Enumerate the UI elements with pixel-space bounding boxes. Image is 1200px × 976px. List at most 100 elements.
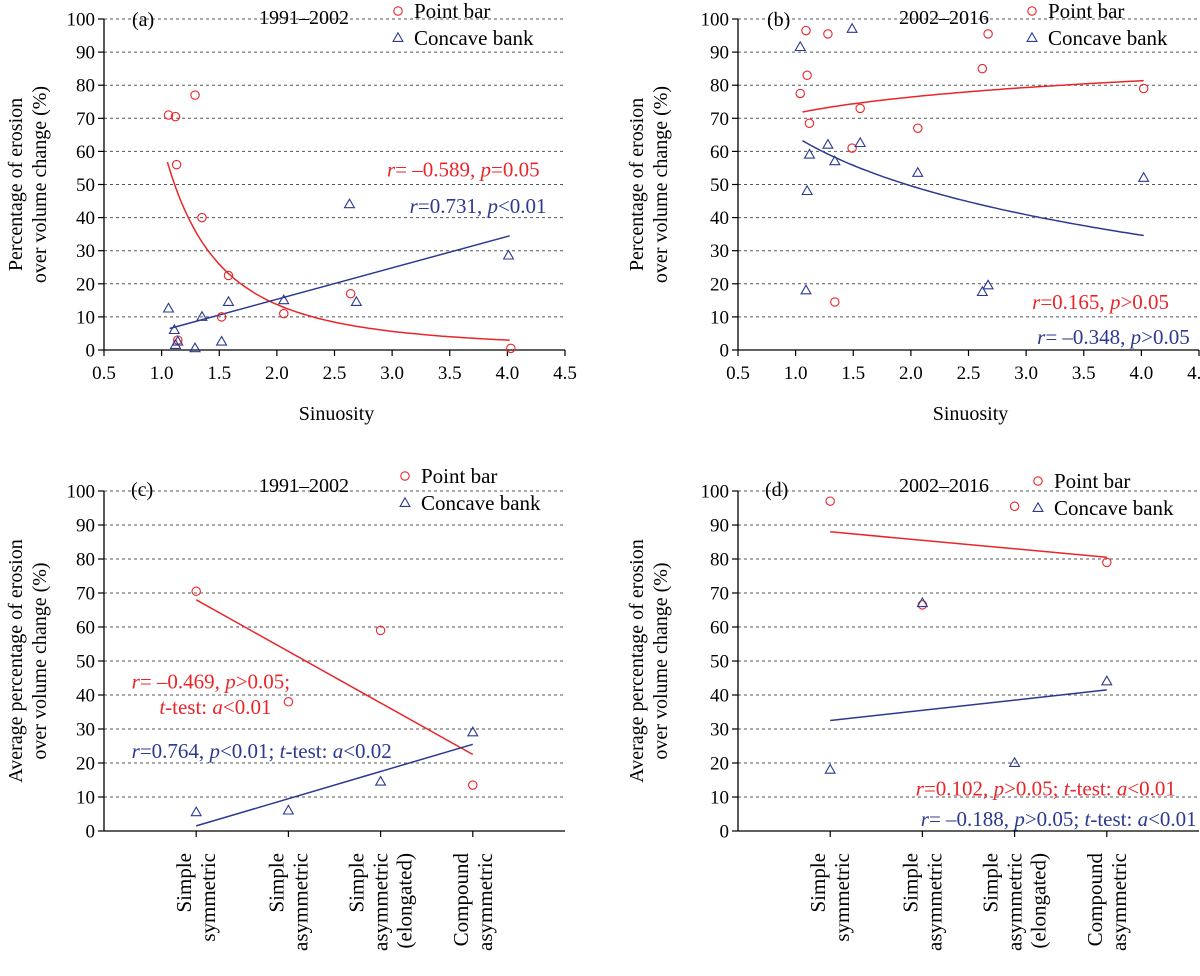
category-label-line: asymmetric [288, 853, 312, 951]
data-point-point-bar [279, 308, 289, 319]
panel-label: (b) [767, 9, 790, 31]
data-point-point-bar [823, 29, 833, 39]
stat-annotation-part: <0.02 [343, 739, 392, 763]
x-tick-label: 2.0 [899, 363, 923, 384]
category-label-line: Simple [345, 853, 369, 913]
series-point-bar [191, 586, 478, 790]
y-axis-label: Percentage of erosion over volume change … [626, 86, 672, 283]
stat-annotation-part: a [1117, 777, 1128, 801]
trendlines [802, 79, 1144, 237]
y-axis-label: Percentage of erosion over volume change … [5, 86, 51, 283]
y-axis-label-line: over volume change (%) [650, 86, 672, 283]
category-label-line: asymmetric [1107, 853, 1131, 951]
stat-annotation-part: =0.165, [1040, 290, 1110, 314]
x-axis-label: Sinuosity [299, 403, 375, 425]
y-tick-label: 10 [710, 307, 729, 328]
data-point-concave-bank [801, 184, 814, 196]
y-tick-label: 10 [76, 307, 95, 328]
data-point-concave-bank [466, 726, 479, 737]
category-label-line: Simple [264, 853, 288, 913]
x-tick-label: 1.5 [841, 363, 865, 384]
gridlines [104, 490, 565, 798]
x-tick-label: 4.5 [553, 363, 577, 384]
chart-title: 2002–2016 [899, 7, 989, 29]
stat-annotation-part: =0.05 [491, 158, 540, 182]
data-point-concave-bank [828, 154, 841, 166]
stat-annotation-part: p [479, 158, 492, 182]
y-tick-label: 40 [710, 686, 729, 707]
category-label: Simple asymmetric (elongated) [345, 853, 417, 951]
data-point-point-bar [977, 63, 988, 74]
y-tick-label: 70 [76, 109, 95, 130]
data-point-point-bar [1138, 83, 1149, 94]
x-tick-label: 4.0 [496, 363, 520, 384]
stat-annotation-part: r [921, 807, 930, 831]
data-point-concave-bank [803, 148, 816, 159]
category-label-line: Compound [449, 853, 473, 947]
category-label-line: symmetric [196, 853, 220, 942]
legend-label: Concave bank [414, 26, 534, 50]
data-point-concave-bank [277, 294, 290, 305]
y-tick-label: 90 [76, 516, 95, 537]
category-label-line: asymmetric [922, 853, 946, 951]
stat-annotation: r= –0.589, p=0.05 [387, 158, 540, 182]
data-point-concave-bank [824, 763, 837, 774]
category-label-line: asymmetric [473, 853, 497, 951]
x-tick-label: 3.5 [438, 363, 462, 384]
data-point-concave-bank [916, 596, 929, 608]
stat-annotation-part: -test: [165, 695, 212, 719]
panel-a: 0 10 20 30 40 50 60 70 80 90 100 0.5 1.0 1.5 2.0 2.5 3.0… [5, 0, 577, 425]
stat-annotation-part: r [132, 739, 141, 763]
y-tick-label: 40 [710, 208, 729, 229]
y-tick-label: 30 [710, 720, 729, 741]
annotations: r= –0.469, p>0.05;t-test: a<0.01r=0.764,… [132, 669, 392, 763]
panel-label: (a) [132, 9, 154, 31]
y-tick-label: 30 [76, 241, 95, 262]
y-tick-label: 0 [86, 341, 96, 362]
data-point-concave-bank [189, 341, 201, 353]
category-label-line: asymmetric [1003, 853, 1027, 951]
x-tick-label: 4.5 [1187, 363, 1200, 384]
y-tick-label: 50 [710, 652, 729, 673]
stat-annotation-part: r [387, 158, 396, 182]
x-tick-label: 0.5 [726, 363, 750, 384]
trendline-point-bar [830, 531, 1107, 559]
stat-annotation-part: =0.102, [924, 777, 994, 801]
stat-annotation-part: =0.764, [140, 739, 210, 763]
data-point-point-bar [375, 625, 386, 636]
data-point-concave-bank [168, 323, 181, 335]
y-tick-label: 0 [86, 822, 96, 843]
stat-annotation-part: t [1064, 777, 1071, 801]
data-point-concave-bank [1100, 675, 1113, 686]
stat-annotation-part: p [223, 669, 236, 693]
data-point-concave-bank [976, 285, 989, 297]
trendlines [195, 599, 474, 827]
stat-annotation-part: p [992, 777, 1005, 801]
data-point-point-bar [191, 586, 201, 597]
legend-label: Point bar [1054, 469, 1130, 493]
legend: Point bar Concave bank [1032, 469, 1174, 520]
x-tick-label: 3.5 [1072, 363, 1096, 384]
y-axis-label-line: over volume change (%) [29, 562, 51, 759]
y-tick-label: 60 [710, 618, 729, 639]
x-tick-label: 3.0 [1014, 363, 1038, 384]
stat-annotation-part: t [159, 695, 166, 719]
y-axis-label-line: Percentage of erosion [626, 98, 648, 271]
data-point-point-bar [283, 697, 294, 707]
y-tick-label: 70 [710, 109, 729, 130]
stat-annotation-part: p [207, 739, 220, 763]
data-point-concave-bank [794, 40, 807, 52]
annotations: r=0.165, p>0.05r= –0.348, p>0.05 [1032, 290, 1190, 349]
stat-annotation-part: >0.05; [1025, 807, 1085, 831]
stat-annotation-part: t [1085, 807, 1092, 831]
data-point-point-bar [825, 496, 835, 506]
data-point-point-bar [855, 103, 865, 114]
data-point-concave-bank [502, 249, 515, 260]
legend-label: Point bar [414, 0, 490, 23]
series-concave-bank [794, 22, 1150, 297]
y-tick-label: 0 [720, 341, 730, 362]
y-tick-label: 100 [701, 10, 730, 31]
stat-annotation-part: t [280, 739, 287, 763]
category-label: Simple asymmetric (elongated) [979, 853, 1051, 951]
stat-annotation: r=0.764, p<0.01; t-test: a<0.02 [132, 739, 392, 763]
